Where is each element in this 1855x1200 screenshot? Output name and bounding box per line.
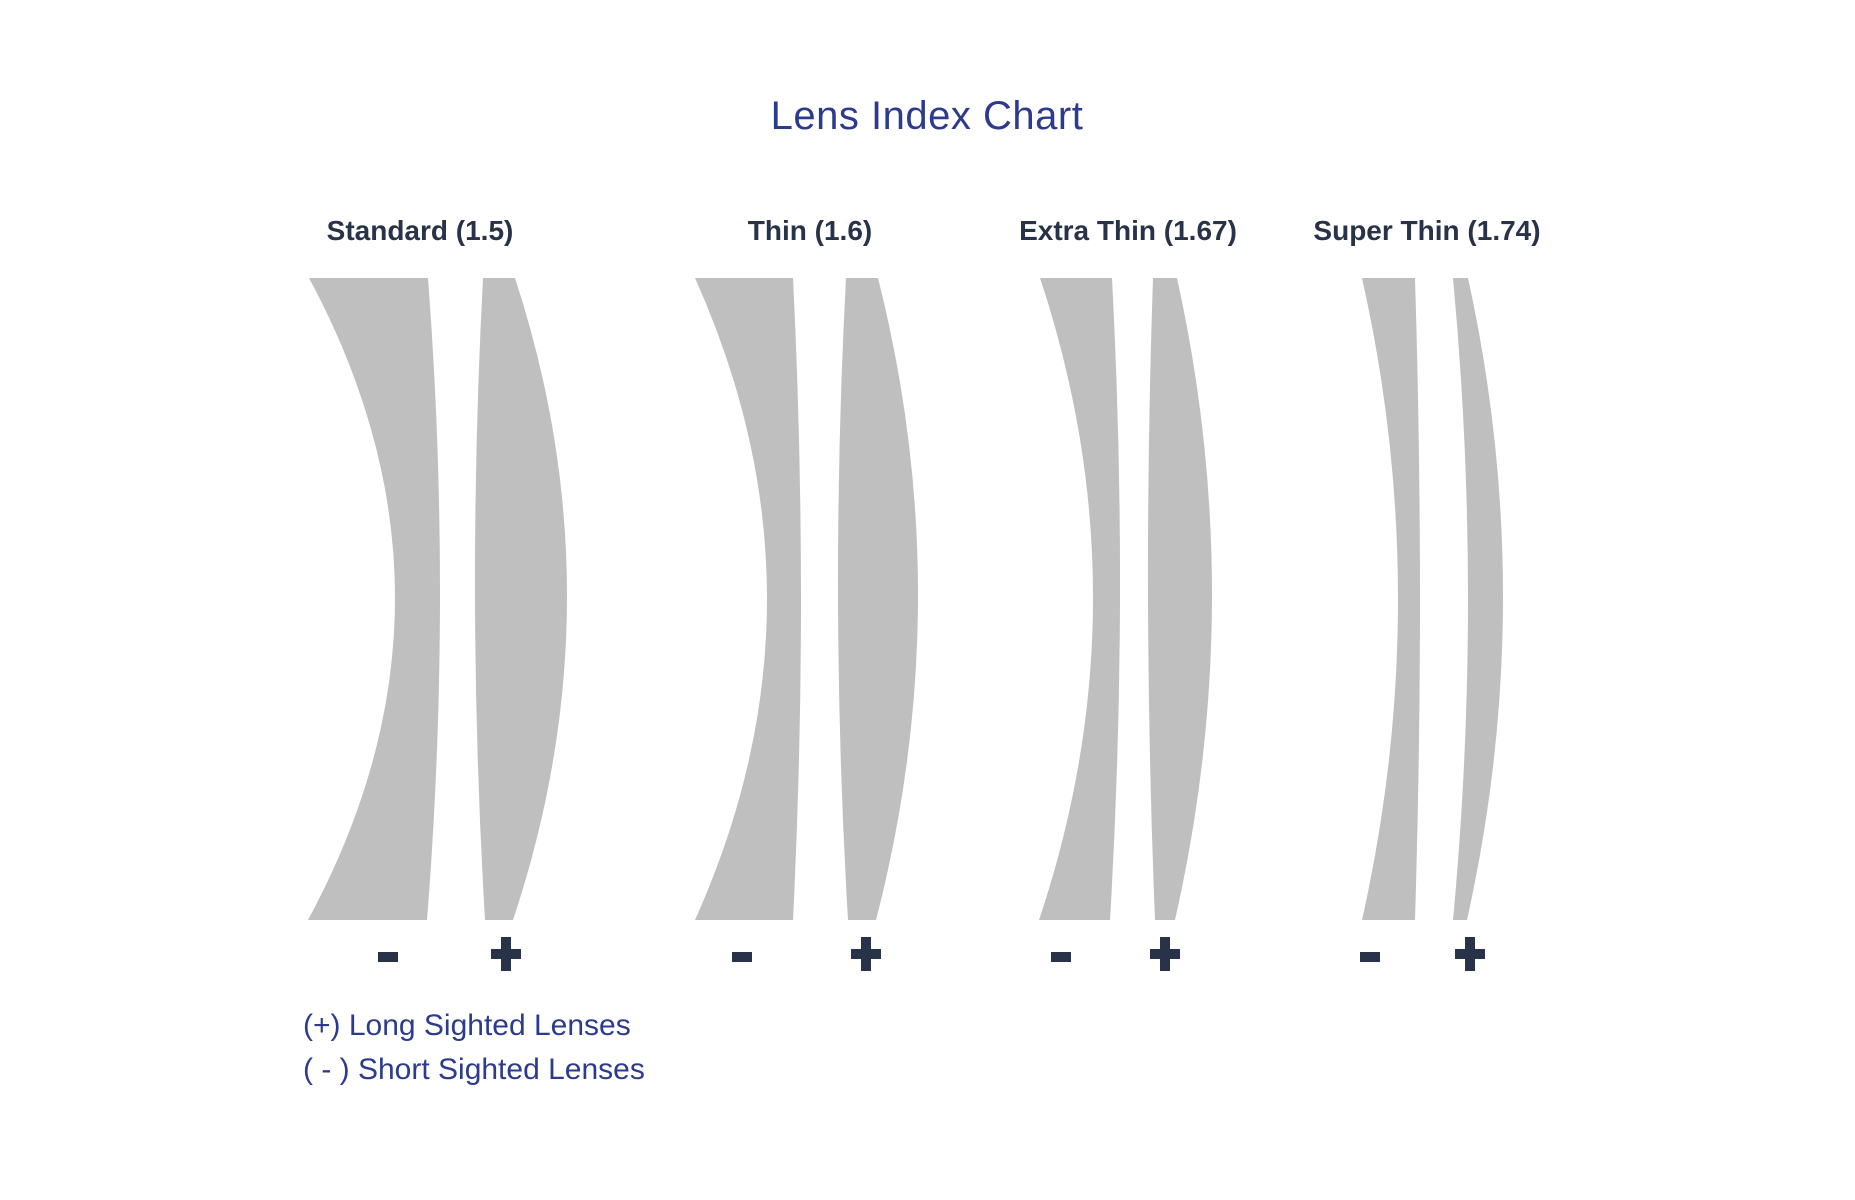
group-label-super-thin: Super Thin (1.74) [1313, 215, 1541, 246]
super-thin-minus-sign [1360, 952, 1380, 962]
legend-short-sighted-label: ( - ) Short Sighted Lenses [303, 1053, 645, 1086]
extra-thin-minus-lens [1039, 278, 1121, 920]
extra-thin-plus-sign-horizontal-bar [1150, 949, 1180, 959]
group-label-extra-thin: Extra Thin (1.67) [1019, 215, 1237, 246]
legend-long-sighted-label: (+) Long Sighted Lenses [303, 1009, 631, 1042]
standard-minus-lens [308, 278, 441, 920]
group-label-standard: Standard (1.5) [326, 215, 514, 246]
legend: (+) Long Sighted Lenses ( - ) Short Sigh… [303, 1004, 645, 1092]
extra-thin-minus-sign [1051, 952, 1071, 962]
standard-plus-sign-horizontal-bar [491, 949, 521, 959]
thin-minus-sign [732, 952, 752, 962]
thin-minus-lens [695, 278, 801, 920]
thin-plus-sign [851, 937, 881, 971]
thin-plus-sign-horizontal-bar [851, 949, 881, 959]
standard-plus-lens [474, 278, 568, 920]
super-thin-plus-lens [1453, 278, 1504, 920]
super-thin-minus-lens [1362, 278, 1420, 920]
group-label-thin: Thin (1.6) [747, 215, 873, 246]
extra-thin-plus-sign [1150, 937, 1180, 971]
extra-thin-plus-lens [1147, 278, 1213, 920]
standard-minus-sign [378, 952, 398, 962]
thin-plus-lens [837, 278, 919, 920]
super-thin-plus-sign [1455, 937, 1485, 971]
super-thin-plus-sign-horizontal-bar [1455, 949, 1485, 959]
page-title: Lens Index Chart [770, 94, 1084, 138]
standard-plus-sign [491, 937, 521, 971]
